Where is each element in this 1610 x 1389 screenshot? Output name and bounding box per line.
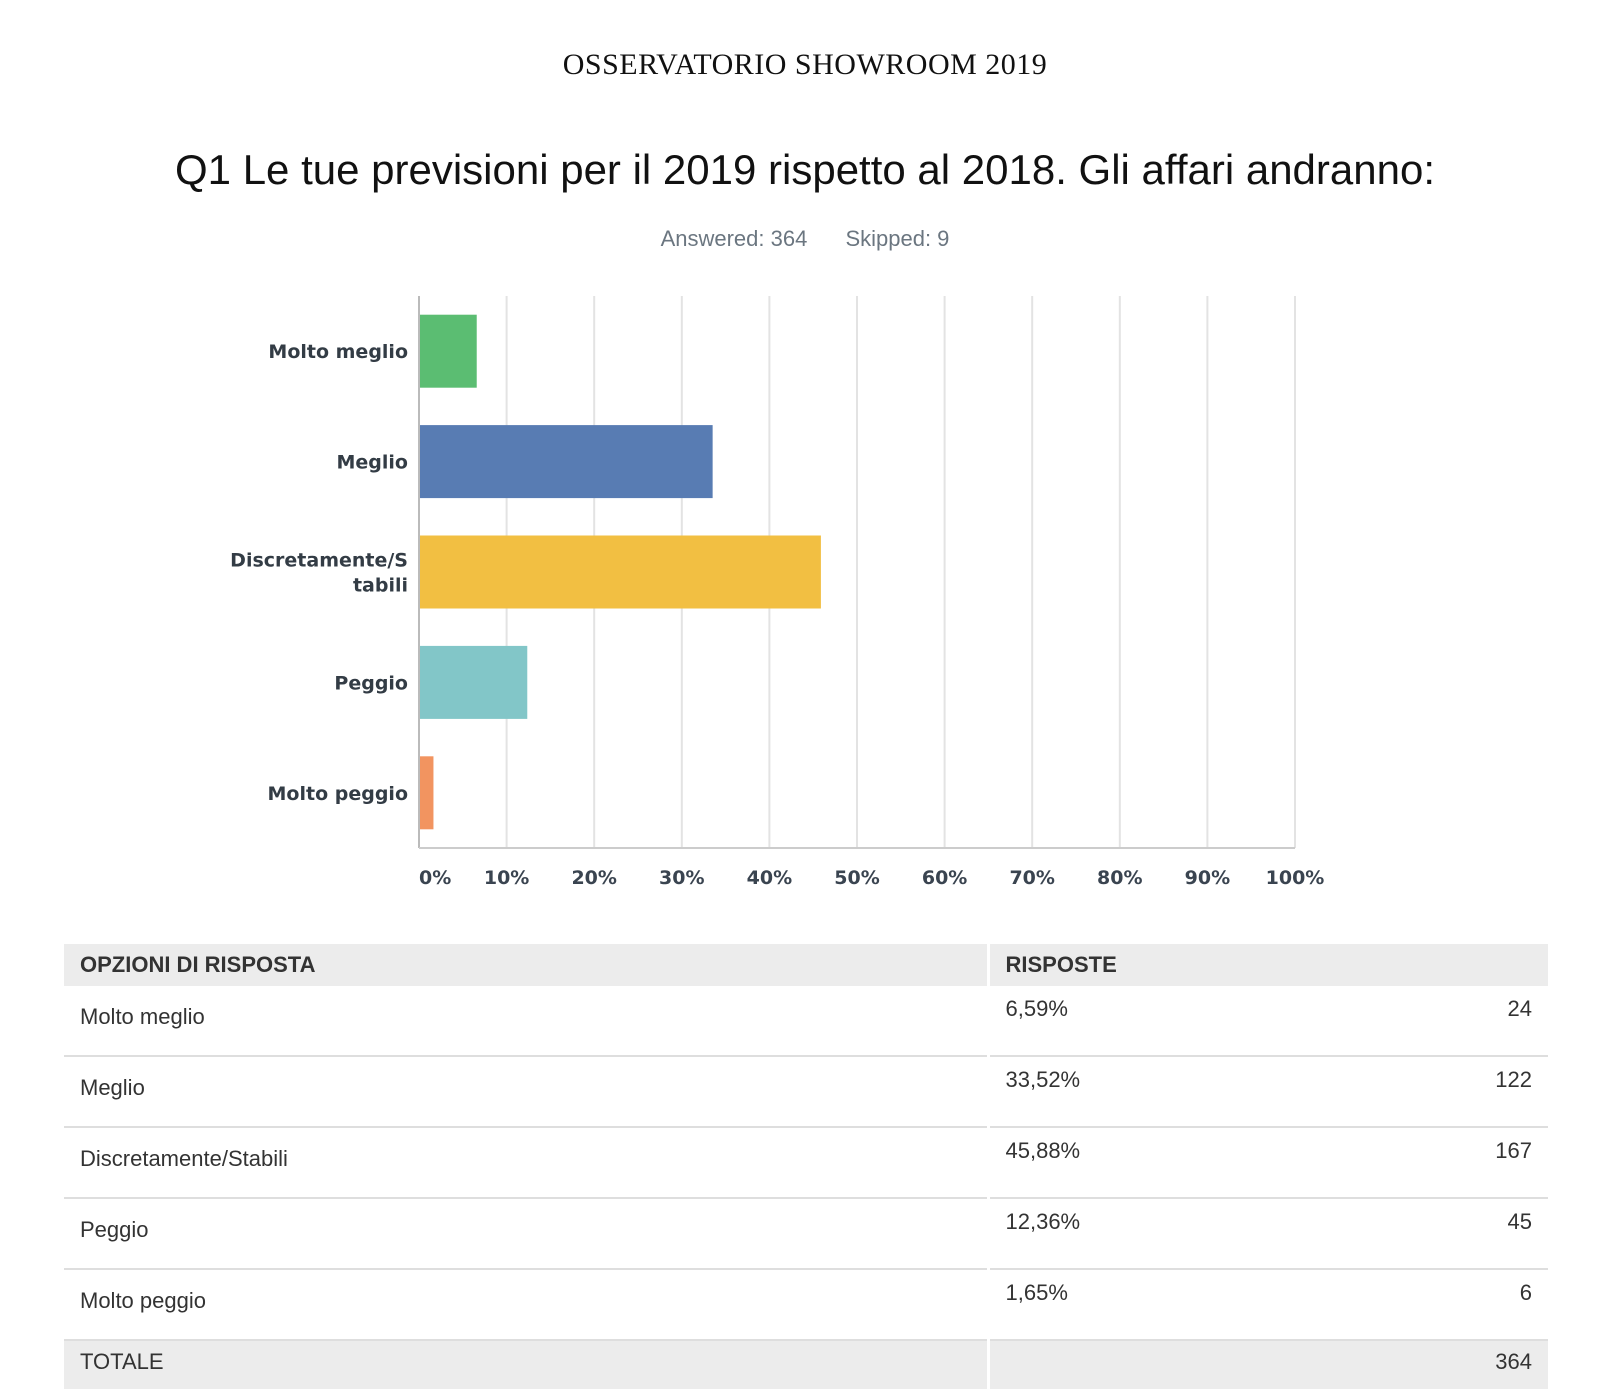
total-row: TOTALE 364 [64, 1340, 1548, 1389]
category-label-line: Molto meglio [268, 341, 408, 363]
bar [420, 535, 821, 609]
bar [420, 756, 434, 830]
row-option: Molto meglio [64, 986, 988, 1057]
row-count: 45 [1507, 1209, 1532, 1234]
x-tick-label: 40% [747, 867, 792, 889]
x-tick-label: 70% [1009, 867, 1054, 889]
header-options: OPZIONI DI RISPOSTA [64, 944, 988, 986]
table-row: Discretamente/Stabili 45,88% 167 [64, 1127, 1548, 1199]
row-option: Discretamente/Stabili [64, 1127, 988, 1199]
row-option: Molto peggio [64, 1269, 988, 1341]
row-percent: 12,36% [1005, 1209, 1081, 1234]
table-header-row: OPZIONI DI RISPOSTA RISPOSTE [64, 944, 1548, 986]
row-response: 45,88% 167 [986, 1127, 1548, 1199]
x-tick-label: 90% [1185, 867, 1230, 889]
row-response: 33,52% 122 [986, 1056, 1548, 1128]
row-count: 6 [1519, 1280, 1532, 1305]
answered-count: Answered: 364 [660, 226, 808, 251]
row-percent: 33,52% [1005, 1067, 1081, 1092]
bar [420, 314, 477, 388]
category-label-line: Discretamente/S [230, 550, 408, 572]
category-label: Peggio [334, 672, 408, 694]
row-option: Peggio [64, 1198, 988, 1270]
total-label: TOTALE [64, 1340, 988, 1389]
category-label: Discretamente/S tabili [230, 550, 408, 597]
table-row: Molto peggio 1,65% 6 [64, 1269, 1548, 1341]
bar [420, 645, 528, 719]
x-tick-label: 10% [484, 867, 529, 889]
table-row: Peggio 12,36% 45 [64, 1198, 1548, 1270]
category-label-line: Molto peggio [268, 783, 408, 805]
category-label: Meglio [337, 452, 408, 474]
response-stats: Answered: 364 Skipped: 9 [0, 226, 1610, 252]
row-count: 122 [1495, 1067, 1532, 1092]
report-header: OSSERVATORIO SHOWROOM 2019 [562, 48, 1048, 81]
results-table: OPZIONI DI RISPOSTA RISPOSTE Molto megli… [64, 944, 1548, 1389]
x-tick-label: 0% [419, 867, 451, 889]
bar-chart: 0% 10% 20% 30% 40% 50% 60% 70% 80% 90% 100% Molto m… [230, 296, 1325, 889]
skipped-count: Skipped: 9 [845, 226, 950, 251]
x-tick-label: 20% [571, 867, 616, 889]
category-label-line: Meglio [337, 452, 408, 474]
bar [420, 425, 713, 499]
table-row: Molto meglio 6,59% 24 [64, 986, 1548, 1057]
header-responses: RISPOSTE [986, 944, 1548, 986]
row-percent: 45,88% [1005, 1138, 1081, 1163]
x-tick-label: 30% [659, 867, 704, 889]
row-percent: 6,59% [1005, 996, 1068, 1021]
row-percent: 1,65% [1005, 1280, 1068, 1305]
x-tick-label: 80% [1097, 867, 1142, 889]
x-tick-label: 50% [834, 867, 879, 889]
x-tick-label: 100% [1266, 867, 1325, 889]
category-label: Molto peggio [268, 783, 408, 805]
table-row: Meglio 33,52% 122 [64, 1056, 1548, 1128]
question-title: Q1 Le tue previsioni per il 2019 rispett… [175, 146, 1435, 193]
row-response: 6,59% 24 [986, 986, 1548, 1057]
total-count: 364 [1495, 1349, 1532, 1374]
row-count: 24 [1507, 996, 1532, 1021]
row-option: Meglio [64, 1056, 988, 1128]
category-label-line: tabili [353, 575, 408, 597]
category-label: Molto meglio [268, 341, 408, 363]
x-tick-label: 60% [922, 867, 967, 889]
row-count: 167 [1495, 1138, 1532, 1163]
category-label-line: Peggio [334, 672, 408, 694]
total-response: 364 [986, 1340, 1548, 1389]
row-response: 12,36% 45 [986, 1198, 1548, 1270]
row-response: 1,65% 6 [986, 1269, 1548, 1341]
